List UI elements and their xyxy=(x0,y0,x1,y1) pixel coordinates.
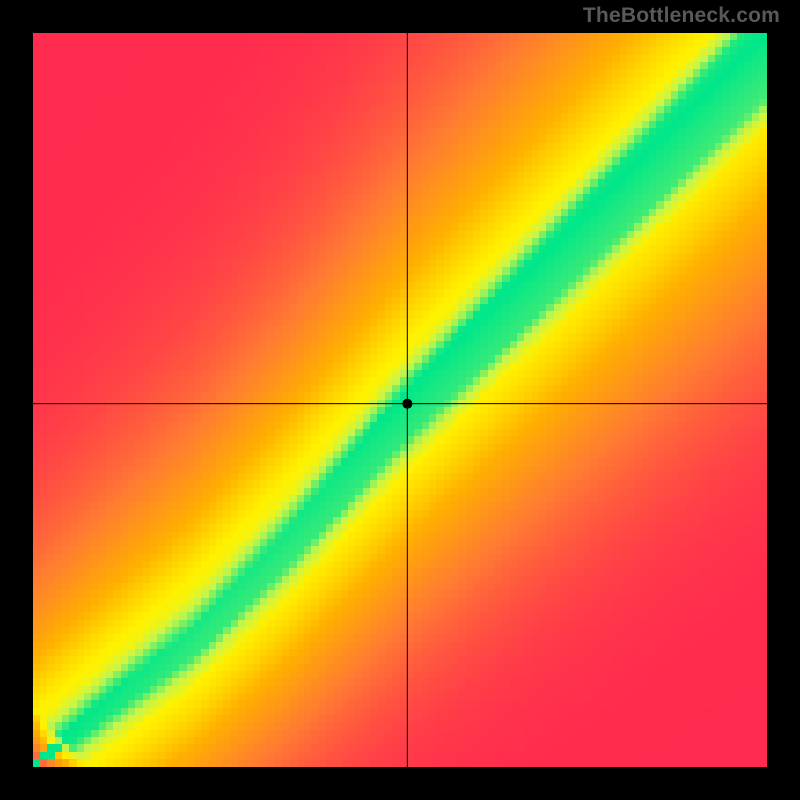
plot-area xyxy=(33,33,767,767)
watermark-text: TheBottleneck.com xyxy=(583,4,780,28)
heatmap-canvas xyxy=(33,33,767,767)
